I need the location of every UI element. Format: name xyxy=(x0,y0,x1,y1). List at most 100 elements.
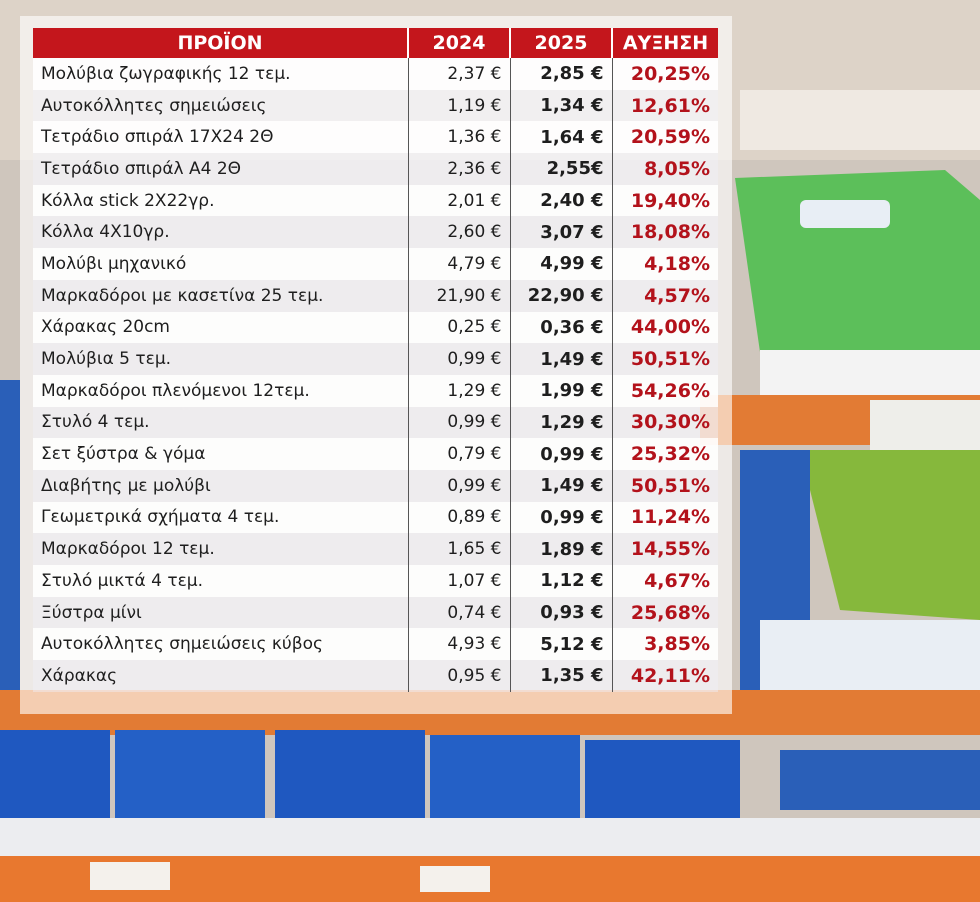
price-2025: 1,64 € xyxy=(509,121,612,154)
price-2025: 1,99 € xyxy=(509,374,612,407)
increase: 12,61% xyxy=(611,89,718,122)
increase: 44,00% xyxy=(611,311,718,344)
price-2024: 4,93 € xyxy=(407,628,510,661)
product-name: Τετράδιο σπιράλ 17Χ24 2Θ xyxy=(33,121,408,154)
product-name: Στυλό 4 τεμ. xyxy=(33,406,408,439)
price-2024: 2,36 € xyxy=(407,153,510,185)
price-2025: 2,40 € xyxy=(509,184,612,217)
product-name: Κόλλα 4Χ10γρ. xyxy=(33,216,408,249)
price-2025: 5,12 € xyxy=(509,628,612,661)
table-row: Κόλλα stick 2Χ22γρ. 2,01 €2,40 €19,40% xyxy=(33,184,718,217)
column-header: ΑΥΞΗΣΗ xyxy=(611,28,718,58)
price-2025: 22,90 € xyxy=(509,279,612,312)
price-2024: 0,25 € xyxy=(407,311,510,344)
table-row: Χάρακας 0,95 €1,35 €42,11% xyxy=(33,660,718,692)
price-2025: 4,99 € xyxy=(509,248,612,280)
table-row: Μολύβια 5 τεμ. 0,99 €1,49 €50,51% xyxy=(33,343,718,375)
product-name: Κόλλα stick 2Χ22γρ. xyxy=(33,184,408,217)
price-2025: 2,55€ xyxy=(509,153,612,185)
price-2025: 1,49 € xyxy=(509,343,612,375)
increase: 4,57% xyxy=(611,279,718,312)
price-2024: 1,29 € xyxy=(407,374,510,407)
table-row: Σετ ξύστρα & γόμα 0,79 €0,99 €25,32% xyxy=(33,438,718,470)
increase: 20,25% xyxy=(611,58,718,90)
price-2024: 0,99 € xyxy=(407,469,510,502)
price-2024: 2,60 € xyxy=(407,216,510,249)
price-2024: 1,65 € xyxy=(407,533,510,565)
table-row: Τετράδιο σπιράλ Α4 2Θ 2,36 €2,55€ 8,05% xyxy=(33,153,718,185)
price-2024: 0,99 € xyxy=(407,343,510,375)
table-row: Διαβήτης με μολύβι 0,99 €1,49 €50,51% xyxy=(33,469,718,502)
price-2025: 3,07 € xyxy=(509,216,612,249)
increase: 25,68% xyxy=(611,596,718,629)
product-name: Μολύβι μηχανικό xyxy=(33,248,408,280)
table-row: Γεωμετρικά σχήματα 4 τεμ. 0,89 €0,99 €11,… xyxy=(33,501,718,534)
price-2025: 1,34 € xyxy=(509,89,612,122)
price-2024: 0,95 € xyxy=(407,660,510,692)
price-2024: 1,19 € xyxy=(407,89,510,122)
table-row: Στυλό μικτά 4 τεμ. 1,07 €1,12 €4,67% xyxy=(33,565,718,597)
increase: 4,67% xyxy=(611,565,718,597)
price-2025: 1,49 € xyxy=(509,469,612,502)
increase: 3,85% xyxy=(611,628,718,661)
product-name: Στυλό μικτά 4 τεμ. xyxy=(33,565,408,597)
price-2024: 0,99 € xyxy=(407,406,510,439)
product-name: Μαρκαδόροι με κασετίνα 25 τεμ. xyxy=(33,279,408,312)
product-name: Χάρακας xyxy=(33,660,408,692)
increase: 11,24% xyxy=(611,501,718,534)
increase: 14,55% xyxy=(611,533,718,565)
price-2025: 1,12 € xyxy=(509,565,612,597)
table-row: Αυτοκόλλητες σημειώσεις κύβος 4,93 €5,12 … xyxy=(33,628,718,661)
increase: 42,11% xyxy=(611,660,718,692)
table-row: Μαρκαδόροι με κασετίνα 25 τεμ. 21,90 €22,… xyxy=(33,279,718,312)
product-name: Ξύστρα μίνι xyxy=(33,596,408,629)
increase: 20,59% xyxy=(611,121,718,154)
price-2024: 0,89 € xyxy=(407,501,510,534)
product-name: Μολύβια 5 τεμ. xyxy=(33,343,408,375)
table-row: Στυλό 4 τεμ. 0,99 €1,29 €30,30% xyxy=(33,406,718,439)
price-2025: 1,89 € xyxy=(509,533,612,565)
product-name: Αυτοκόλλητες σημειώσεις κύβος xyxy=(33,628,408,661)
increase: 50,51% xyxy=(611,343,718,375)
increase: 50,51% xyxy=(611,469,718,502)
price-2024: 2,01 € xyxy=(407,184,510,217)
product-name: Μολύβια ζωγραφικής 12 τεμ. xyxy=(33,58,408,90)
price-table: ΠΡΟΪΟΝ 2024 2025 ΑΥΞΗΣΗ Μολύβια ζωγραφικής … xyxy=(33,28,718,692)
table-row: Κόλλα 4Χ10γρ. 2,60 €3,07 €18,08% xyxy=(33,216,718,249)
table-row: Μαρκαδόροι 12 τεμ. 1,65 €1,89 €14,55% xyxy=(33,533,718,565)
price-2025: 2,85 € xyxy=(509,58,612,90)
price-2025: 1,35 € xyxy=(509,660,612,692)
increase: 30,30% xyxy=(611,406,718,439)
product-name: Μαρκαδόροι πλενόμενοι 12τεμ. xyxy=(33,374,408,407)
column-header: ΠΡΟΪΟΝ xyxy=(33,28,408,58)
price-2025: 0,93 € xyxy=(509,596,612,629)
table-row: Αυτοκόλλητες σημειώσεις 1,19 €1,34 €12,61… xyxy=(33,89,718,122)
table-row: Ξύστρα μίνι 0,74 €0,93 €25,68% xyxy=(33,596,718,629)
column-header: 2024 xyxy=(407,28,510,58)
increase: 25,32% xyxy=(611,438,718,470)
table-row: Τετράδιο σπιράλ 17Χ24 2Θ 1,36 €1,64 €20,5… xyxy=(33,121,718,154)
price-2024: 1,36 € xyxy=(407,121,510,154)
price-2024: 0,74 € xyxy=(407,596,510,629)
product-name: Σετ ξύστρα & γόμα xyxy=(33,438,408,470)
increase: 4,18% xyxy=(611,248,718,280)
table-body: Μολύβια ζωγραφικής 12 τεμ. 2,37 €2,85 €20… xyxy=(33,58,718,692)
price-2025: 1,29 € xyxy=(509,406,612,439)
product-name: Μαρκαδόροι 12 τεμ. xyxy=(33,533,408,565)
price-2024: 2,37 € xyxy=(407,58,510,90)
price-2024: 4,79 € xyxy=(407,248,510,280)
increase: 8,05% xyxy=(611,153,718,185)
increase: 19,40% xyxy=(611,184,718,217)
product-name: Διαβήτης με μολύβι xyxy=(33,469,408,502)
table-row: Μολύβι μηχανικό 4,79 €4,99 €4,18% xyxy=(33,248,718,280)
price-2024: 0,79 € xyxy=(407,438,510,470)
table-row: Μολύβια ζωγραφικής 12 τεμ. 2,37 €2,85 €20… xyxy=(33,58,718,90)
table-row: Χάρακας 20cm 0,25 €0,36 €44,00% xyxy=(33,311,718,344)
increase: 18,08% xyxy=(611,216,718,249)
table-row: Μαρκαδόροι πλενόμενοι 12τεμ. 1,29 €1,99 €… xyxy=(33,374,718,407)
product-name: Τετράδιο σπιράλ Α4 2Θ xyxy=(33,153,408,185)
column-header: 2025 xyxy=(509,28,612,58)
price-2024: 1,07 € xyxy=(407,565,510,597)
header-row: ΠΡΟΪΟΝ 2024 2025 ΑΥΞΗΣΗ xyxy=(33,28,718,58)
